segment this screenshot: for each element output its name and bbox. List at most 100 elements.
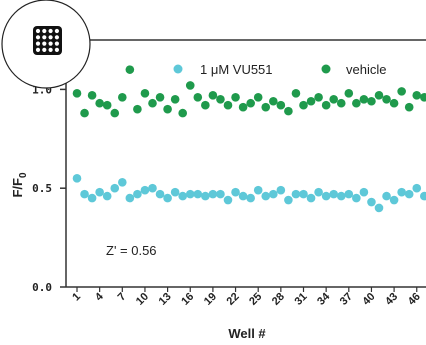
plate-well-dot — [42, 41, 47, 46]
point-vu551 — [336, 191, 346, 201]
point-vu551 — [185, 189, 195, 199]
plate-well-dot — [54, 47, 60, 53]
point-vu551 — [72, 174, 82, 183]
point-vu551 — [216, 189, 225, 199]
x-axis-label: Well # — [228, 326, 266, 341]
point-vehicle — [133, 104, 142, 114]
x-tick-label: 28 — [270, 291, 287, 308]
point-vu551 — [102, 191, 112, 201]
point-vehicle — [382, 94, 391, 104]
point-vehicle — [291, 89, 301, 98]
point-vu551 — [95, 187, 104, 197]
plate-well-dot — [48, 35, 53, 40]
x-tick-label: 43 — [383, 291, 400, 308]
point-vu551 — [133, 189, 142, 199]
legend-label-vu551: 1 μM VU551 — [200, 62, 273, 77]
point-vehicle — [397, 87, 406, 96]
point-vu551 — [148, 183, 157, 193]
plate-well-dot — [42, 47, 47, 53]
point-vehicle — [412, 91, 422, 100]
y-axis-label-subscript: 0 — [18, 172, 29, 178]
plate-well-dot — [54, 41, 60, 46]
point-vehicle — [72, 89, 82, 98]
point-vu551 — [125, 193, 135, 203]
x-tick-label: 25 — [247, 291, 264, 308]
point-vehicle — [404, 102, 414, 112]
point-vehicle — [367, 96, 376, 106]
point-vehicle — [163, 104, 172, 114]
point-vehicle — [238, 102, 248, 112]
point-vu551 — [193, 189, 203, 199]
point-vu551 — [299, 189, 308, 199]
point-vehicle — [95, 98, 104, 108]
point-vu551 — [359, 187, 369, 197]
point-vehicle — [374, 91, 384, 100]
point-vehicle — [118, 93, 127, 102]
point-vu551 — [284, 195, 293, 205]
point-vu551 — [382, 191, 391, 201]
point-vu551 — [306, 193, 316, 203]
point-vehicle — [344, 89, 354, 98]
point-vehicle — [329, 94, 339, 104]
z-prime-annotation: Z' = 0.56 — [106, 243, 157, 258]
legend-marker-vu551 — [173, 64, 183, 74]
point-vehicle — [125, 65, 135, 74]
data-points — [72, 65, 426, 213]
point-vu551 — [118, 177, 127, 187]
x-tick-label: 10 — [134, 291, 151, 308]
point-vu551 — [155, 189, 165, 199]
point-vu551 — [140, 185, 150, 195]
point-vehicle — [299, 100, 308, 110]
x-tick-label: 22 — [225, 291, 242, 308]
plate-well-dot — [48, 28, 53, 34]
plate-well-dot — [48, 41, 53, 46]
point-vehicle — [306, 96, 316, 106]
point-vehicle — [269, 96, 278, 106]
plate-well-dot — [35, 35, 41, 40]
point-vu551 — [223, 195, 233, 205]
point-vehicle — [352, 98, 361, 108]
y-axis-label-main: F/F — [10, 178, 25, 198]
point-vehicle — [193, 93, 203, 102]
point-vehicle — [336, 98, 346, 108]
x-tick-label: 7 — [116, 291, 129, 304]
x-tick-label: 46 — [406, 291, 423, 308]
point-vehicle — [389, 98, 399, 108]
point-vehicle — [155, 93, 165, 102]
plate-well-dot — [54, 35, 60, 40]
point-vu551 — [397, 187, 406, 197]
point-vu551 — [412, 183, 422, 193]
point-vu551 — [261, 191, 271, 201]
point-vu551 — [269, 189, 278, 199]
point-vehicle — [284, 106, 293, 116]
well-plate-icon — [1, 0, 91, 89]
point-vu551 — [253, 185, 263, 195]
point-vu551 — [404, 189, 414, 199]
plate-well-dot — [35, 47, 41, 53]
y-tick-label: 0.5 — [32, 182, 52, 195]
point-vu551 — [389, 195, 399, 205]
point-vehicle — [148, 98, 157, 108]
x-tick-label: 31 — [292, 291, 309, 308]
legend-marker-vehicle — [321, 64, 331, 74]
point-vehicle — [276, 100, 286, 110]
plate-well-dot — [35, 28, 41, 34]
point-vehicle — [261, 102, 271, 112]
point-vu551 — [276, 185, 286, 195]
legend: 1 μM VU551 vehicle — [173, 62, 386, 77]
point-vehicle — [80, 108, 89, 118]
point-vu551 — [231, 187, 240, 197]
point-vu551 — [178, 191, 187, 201]
point-vu551 — [321, 191, 331, 201]
x-tick-label: 19 — [202, 291, 219, 308]
point-vehicle — [420, 93, 426, 102]
plate-well-dot — [42, 28, 47, 34]
point-vehicle — [110, 108, 120, 118]
point-vehicle — [314, 93, 323, 102]
point-vu551 — [367, 197, 376, 207]
x-tick-label: 4 — [93, 290, 106, 303]
point-vu551 — [110, 183, 120, 193]
point-vu551 — [201, 191, 210, 201]
point-vehicle — [140, 89, 150, 98]
